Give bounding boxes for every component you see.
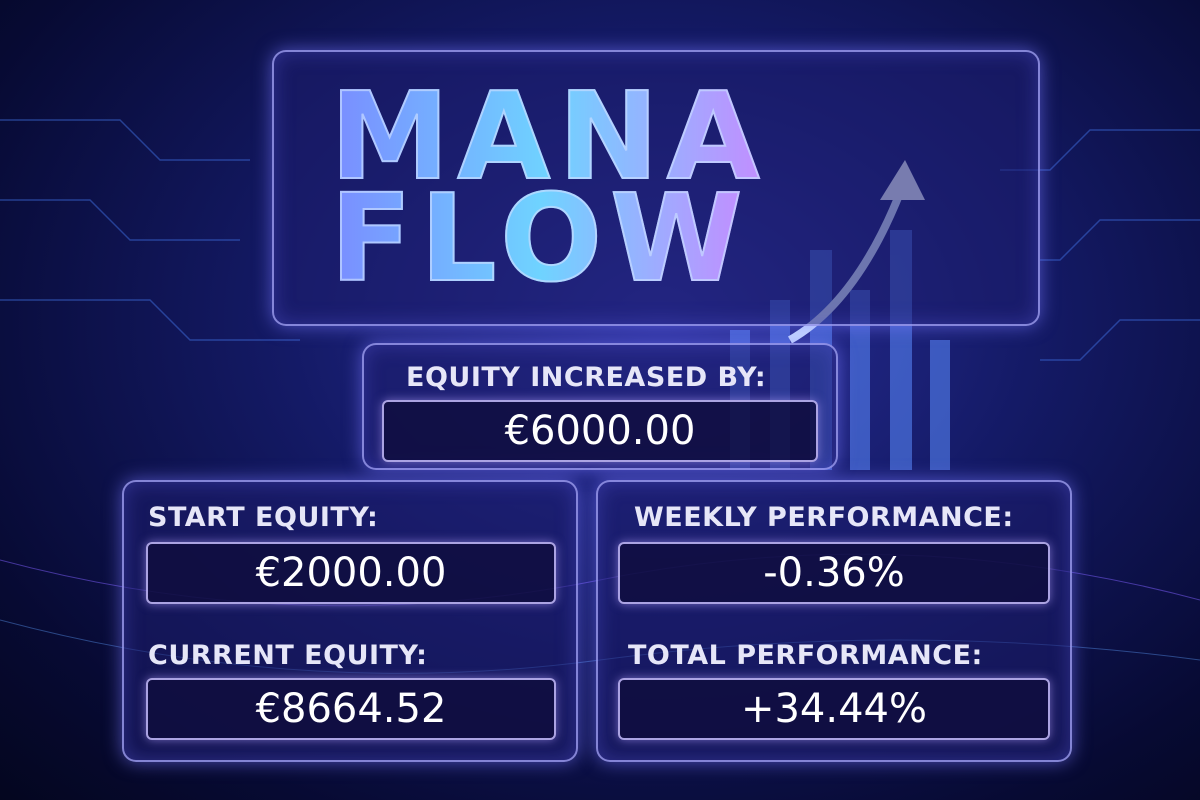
logo-box	[272, 50, 1040, 326]
stat-value: €8664.52	[146, 678, 556, 740]
logo-text: MANA	[329, 68, 768, 207]
stat-value: -0.36%	[618, 542, 1050, 604]
stat-label: CURRENT EQUITY:	[148, 640, 428, 671]
stat-value: €2000.00	[146, 542, 556, 604]
stat-label: WEEKLY PERFORMANCE:	[634, 502, 1014, 533]
stat-value: +34.44%	[618, 678, 1050, 740]
stat-label: TOTAL PERFORMANCE:	[628, 640, 983, 671]
headline-label: EQUITY INCREASED BY:	[406, 362, 767, 393]
logo-text: FLOW	[329, 170, 751, 309]
headline-value: €6000.00	[382, 400, 818, 462]
stat-label: START EQUITY:	[148, 502, 379, 533]
